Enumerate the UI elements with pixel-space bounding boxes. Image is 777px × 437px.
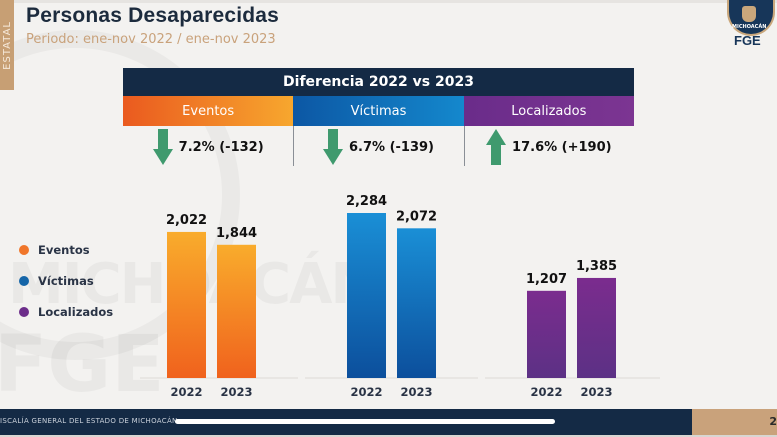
difference-cell-victimas: 6.7% (-139) bbox=[293, 126, 463, 168]
logo-bottom-text: FGE bbox=[734, 33, 761, 48]
top-border bbox=[0, 0, 777, 3]
data-label-victimas-2022: 2,284 bbox=[346, 194, 387, 209]
tick-label-eventos-2023: 2023 bbox=[220, 385, 252, 399]
arrow-down-icon bbox=[152, 129, 173, 165]
legend-item-localizados: Localizados bbox=[19, 296, 113, 327]
footer-progress-bar bbox=[175, 419, 555, 424]
data-label-eventos-2022: 2,022 bbox=[166, 213, 207, 228]
legend-label: Localizados bbox=[38, 304, 114, 319]
difference-values: 7.2% (-132) 6.7% (-139) 17.6% (+190) bbox=[123, 126, 634, 168]
legend-label: Eventos bbox=[38, 242, 90, 257]
bar-eventos-2022 bbox=[167, 231, 206, 378]
coat-of-arms-icon bbox=[742, 6, 756, 22]
side-tab: ESTATAL bbox=[0, 0, 14, 90]
difference-value-localizados: 17.6% (+190) bbox=[512, 139, 612, 155]
tick-label-localizados-2023: 2023 bbox=[580, 385, 612, 399]
page-number-box: 2 bbox=[692, 409, 777, 435]
difference-value-eventos: 7.2% (-132) bbox=[178, 139, 264, 155]
tick-label-localizados-2022: 2022 bbox=[530, 385, 562, 399]
category-header-eventos: Eventos bbox=[123, 96, 294, 126]
bar-eventos-2023 bbox=[217, 244, 256, 378]
bar-localizados-2023 bbox=[577, 277, 616, 378]
legend-dot-icon bbox=[19, 244, 29, 255]
arrow-down-icon bbox=[322, 129, 343, 165]
legend-item-victimas: Víctimas bbox=[19, 265, 113, 296]
fge-logo: MICHOACÁN FGE bbox=[723, 0, 777, 50]
page-number: 2 bbox=[769, 415, 777, 428]
difference-categories: Eventos Víctimas Localizados bbox=[123, 96, 634, 126]
arrow-up-icon bbox=[486, 129, 507, 165]
legend-item-eventos: Eventos bbox=[19, 234, 113, 265]
difference-table: Diferencia 2022 vs 2023 Eventos Víctimas… bbox=[123, 68, 634, 168]
footer-text: ISCALÍA GENERAL DEL ESTADO DE MICHOACÁN bbox=[0, 417, 178, 425]
data-label-victimas-2023: 2,072 bbox=[396, 209, 437, 224]
difference-cell-eventos: 7.2% (-132) bbox=[123, 126, 293, 168]
bar-victimas-2022 bbox=[347, 213, 386, 378]
category-header-victimas: Víctimas bbox=[293, 96, 464, 126]
legend-label: Víctimas bbox=[38, 273, 94, 288]
difference-value-victimas: 6.7% (-139) bbox=[348, 139, 434, 155]
legend-dot-icon bbox=[19, 306, 29, 317]
footer-underline bbox=[0, 435, 777, 437]
data-label-eventos-2023: 1,844 bbox=[216, 226, 257, 241]
page-subtitle: Periodo: ene-nov 2022 / ene-nov 2023 bbox=[26, 32, 276, 47]
bar-localizados-2022 bbox=[527, 290, 566, 378]
page-title: Personas Desaparecidas bbox=[26, 4, 280, 27]
difference-cell-localizados: 17.6% (+190) bbox=[463, 126, 634, 168]
chart-legend: Eventos Víctimas Localizados bbox=[19, 234, 113, 327]
tick-label-victimas-2022: 2022 bbox=[350, 385, 382, 399]
footer: ISCALÍA GENERAL DEL ESTADO DE MICHOACÁN … bbox=[0, 409, 777, 435]
category-header-localizados: Localizados bbox=[463, 96, 634, 126]
tick-label-eventos-2022: 2022 bbox=[170, 385, 202, 399]
legend-dot-icon bbox=[19, 275, 29, 286]
difference-table-title: Diferencia 2022 vs 2023 bbox=[123, 68, 634, 96]
tick-label-victimas-2023: 2023 bbox=[400, 385, 432, 399]
data-label-localizados-2022: 1,207 bbox=[526, 272, 567, 287]
data-label-localizados-2023: 1,385 bbox=[576, 259, 617, 274]
bar-victimas-2023 bbox=[397, 228, 436, 378]
logo-top-text: MICHOACÁN bbox=[732, 24, 767, 30]
